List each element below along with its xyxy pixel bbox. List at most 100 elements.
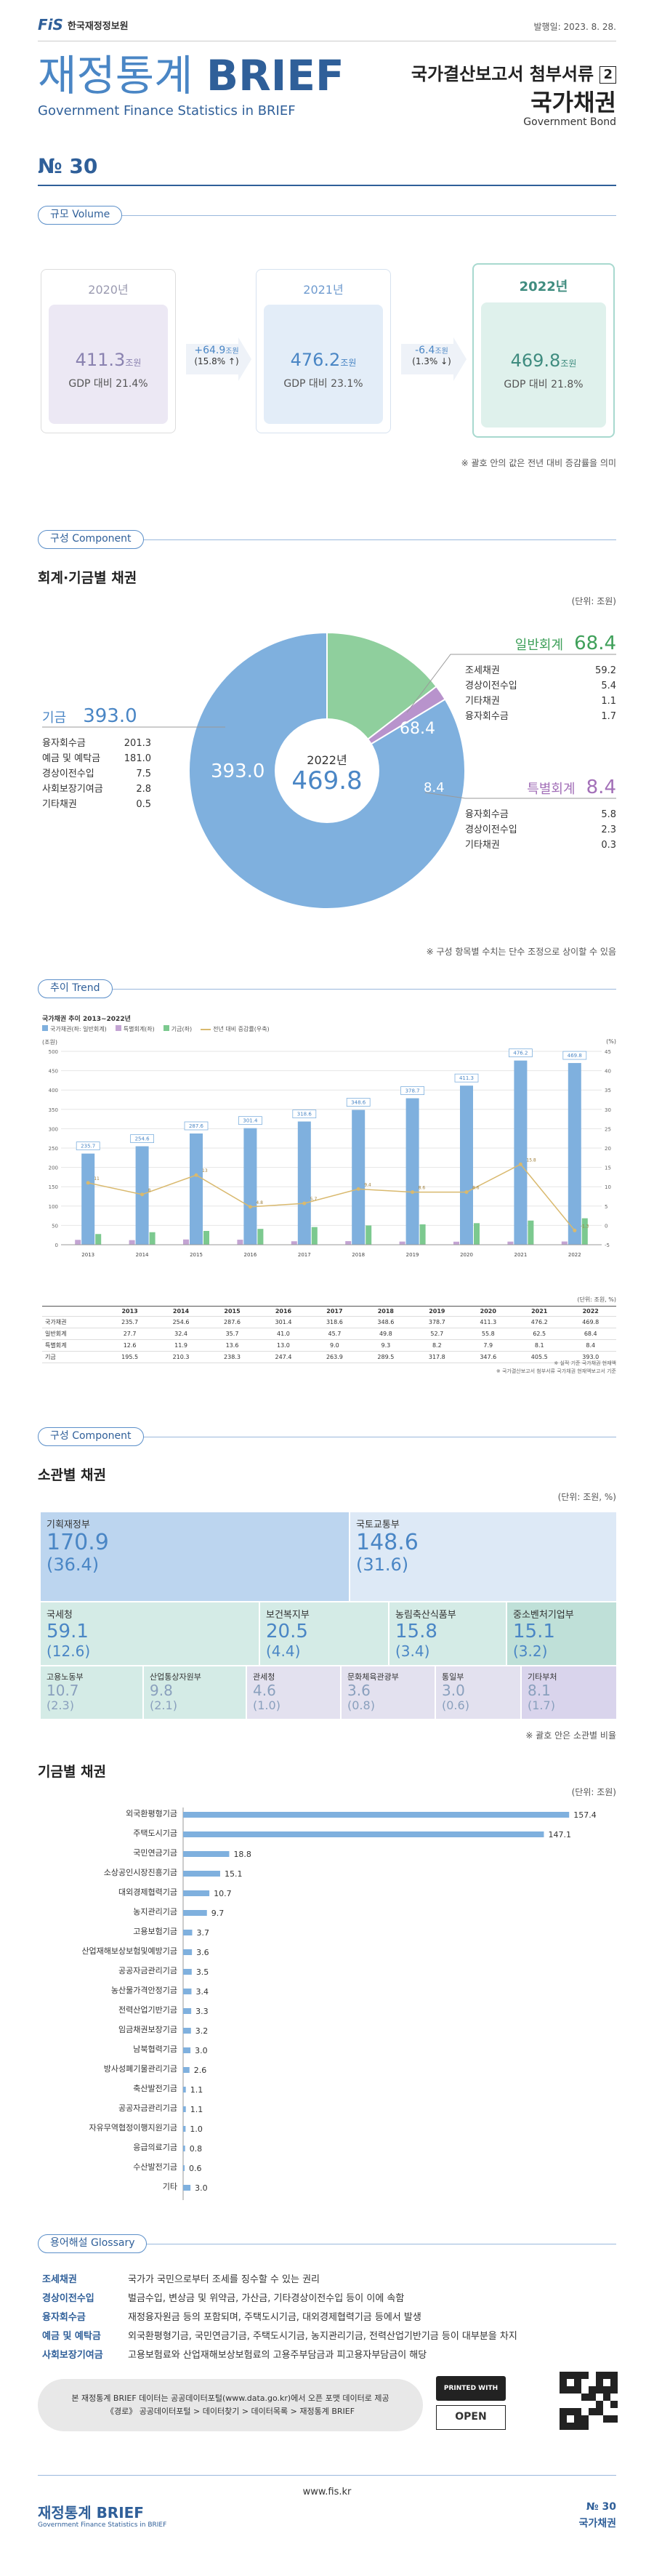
trend-footnote: ※ 국가결산보고서 첨부서류 국가채권 현재액보고서 기준: [496, 1368, 616, 1374]
table-row: 특별회계 12.6 11.9 13.6 13.0 9.0 9.3 8.2 7.9 8.1 8.4: [42, 1339, 616, 1352]
special-account-header: 특별회계 8.4: [527, 777, 616, 798]
title-ko: 재정통계: [38, 51, 193, 100]
fund-bar-label: 자유무역협정이행지원기금: [89, 2123, 177, 2132]
fund-bar-value: 10.7: [214, 1889, 232, 1898]
logo-text: 한국재정정보원: [67, 20, 129, 32]
component-item: 경상이전수입 5.4: [465, 678, 616, 694]
ministry-cell: 농림축산식품부 15.8 (3.4): [389, 1602, 506, 1665]
fund-value: 393.0: [83, 705, 137, 727]
table-cell: 13.6: [206, 1339, 258, 1352]
fund-bar: [183, 2165, 185, 2171]
bar-special: [237, 1240, 243, 1245]
topic-en: Government Bond: [523, 116, 616, 128]
topic-title: 국가채권: [530, 89, 616, 116]
item-name: 예금 및 예탁금: [42, 753, 101, 764]
table-cell: 254.6: [155, 1316, 207, 1328]
table-cell: 301.4: [257, 1316, 310, 1328]
fund-bar: [183, 1930, 193, 1935]
bar-special: [75, 1240, 81, 1245]
table-cell: 일반회계: [42, 1328, 105, 1340]
glossary-term: 사회보장기여금: [42, 2350, 103, 2361]
fund-bar: [183, 1949, 193, 1955]
qr-code-icon[interactable]: [560, 2372, 618, 2430]
fund-bar: [183, 1871, 220, 1877]
table-cell: 2015: [206, 1306, 258, 1317]
glossary-item: 경상이전수입 벌금수입, 변상금 및 위약금, 가산금, 기타경상이전수입 등이 …: [42, 2290, 404, 2304]
total-data-label: 378.7: [405, 1088, 420, 1094]
footer-url[interactable]: www.fis.kr: [302, 2487, 352, 2497]
table-cell: 52.7: [411, 1328, 463, 1340]
item-name: 기타채권: [465, 696, 500, 707]
glossary-item: 예금 및 예탁금 외국환평형기금, 국민연금기금, 주택도시기금, 농지관리기금,…: [42, 2328, 517, 2342]
trend-chart: 0 50 100 150 200 250 300 350 400 450 500 -5 0 5 10 15 20…: [49, 1048, 611, 1258]
legend-item: 전년 대비 증감률(우축): [201, 1025, 270, 1033]
fund-bar-label: 전력산업기반기금: [118, 2005, 177, 2015]
fund-bar-value: 3.0: [195, 2183, 208, 2193]
table-cell: 11.9: [155, 1339, 207, 1352]
table-cell: 62.5: [514, 1328, 565, 1340]
rate-point: [573, 1228, 577, 1232]
item-value: 5.4: [601, 681, 616, 691]
ministry-cell: 문화체육관광부 3.6 (0.8): [342, 1666, 435, 1719]
volume-section-label: 규모 Volume: [38, 206, 123, 225]
y-tick-label: 350: [49, 1107, 58, 1113]
table-cell: 특별회계: [42, 1339, 105, 1352]
donut-label-general: 68.4: [400, 720, 435, 738]
ministry-note: ※ 괄호 안은 소관별 비율: [525, 1730, 616, 1741]
item-value: 0.5: [136, 799, 151, 810]
change-pct: (15.8% ↑): [194, 356, 239, 366]
bar-special: [561, 1241, 568, 1245]
change-unit: 조원: [435, 348, 448, 356]
bar-total: [460, 1086, 473, 1245]
ministry-cell: 고용노동부 10.7 (2.3): [41, 1666, 142, 1719]
bar-total: [243, 1128, 257, 1245]
ministry-pct: (1.0): [253, 1698, 280, 1712]
ministry-cell: 기타부처 8.1 (1.7): [522, 1666, 616, 1719]
bar-general: [528, 1220, 534, 1245]
fund-bar-label: 주택도시기금: [133, 1829, 177, 1838]
bar-general: [257, 1229, 264, 1245]
footer-issue: № 30: [586, 2501, 616, 2513]
volume-year: 2020년: [88, 283, 129, 297]
glossary-term: 조세채권: [42, 2274, 77, 2285]
change-arrow-1: [186, 337, 251, 381]
volume-value: 469.8: [510, 350, 561, 371]
ministry-title: 소관별 채권: [38, 1467, 107, 1483]
fund-bar-label: 외국환평형기금: [126, 1809, 177, 1818]
y-tick-label: 250: [49, 1146, 58, 1152]
component-item: 사회보장기여금 2.8: [42, 782, 151, 797]
fund-bar: [183, 1989, 192, 1994]
table-cell: 7.9: [462, 1339, 514, 1352]
y-tick-label: 450: [49, 1069, 58, 1075]
volume-card-2020: 2020년 411.3조원 GDP 대비 21.4%: [41, 269, 176, 433]
change-unit: 조원: [225, 348, 239, 356]
change-value: +64.9: [194, 345, 226, 356]
table-cell: 2014: [155, 1306, 207, 1317]
fund-bar-label: 방사성폐기물관리기금: [104, 2064, 177, 2074]
legend-item: 특별회계(좌): [115, 1025, 155, 1033]
glossary-definition: 외국환평형기금, 국민연금기금, 주택도시기금, 농지관리기금, 전력산업기반기…: [128, 2331, 517, 2342]
fund-bar-value: 3.5: [196, 1967, 209, 1977]
table-row: 기금 195.5 210.3 238.3 247.4 263.9 289.5 317.8 347…: [42, 1351, 616, 1363]
total-label-box: [238, 1116, 262, 1126]
table-cell: 기금: [42, 1351, 105, 1363]
total-data-label: 469.8: [568, 1053, 582, 1059]
bar-total: [297, 1121, 311, 1245]
general-account-name: 일반회계: [514, 638, 564, 653]
fund-bar-value: 2.6: [194, 2066, 207, 2075]
volume-year: 2021년: [303, 283, 344, 297]
y2-tick-label: 10: [605, 1184, 611, 1190]
fund-bar-label: 산업재해보상보험및예방기금: [81, 1946, 177, 1956]
table-cell: 287.6: [206, 1316, 258, 1328]
table-cell: 8.4: [565, 1339, 616, 1352]
y-tick-label: 150: [49, 1184, 58, 1190]
rate-point: [411, 1190, 415, 1195]
y-tick-label: 0: [55, 1243, 58, 1248]
donut-center-year: 2022년: [307, 753, 347, 767]
item-value: 181.0: [124, 753, 151, 764]
y2-tick-label: 0: [605, 1223, 607, 1229]
component-item: 기타채권 1.1: [465, 694, 616, 709]
bar-total: [81, 1153, 95, 1245]
trend-table: 2013 2014 2015 2016 2017 2018 2019 2020 2021 2022…: [42, 1306, 616, 1363]
table-cell: 263.9: [309, 1351, 360, 1363]
